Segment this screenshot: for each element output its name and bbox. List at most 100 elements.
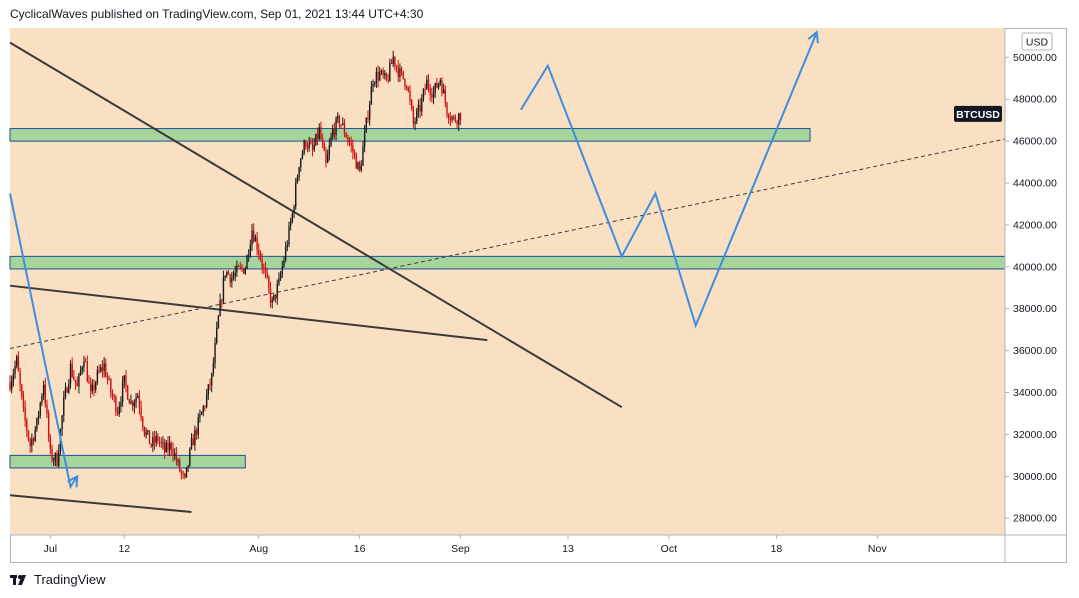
candle-body-120 bbox=[210, 373, 213, 386]
candle-body-133 bbox=[232, 275, 235, 278]
candle-body-64 bbox=[116, 412, 119, 414]
candle-body-80 bbox=[143, 426, 146, 436]
candle-body-35 bbox=[68, 383, 70, 393]
publish-header: CyclicalWaves published on TradingView.c… bbox=[10, 7, 423, 21]
candle-body-160 bbox=[278, 278, 280, 285]
time-axis[interactable]: Jul 12 Aug 16 Sep 13 Oct 18 Nov bbox=[44, 535, 888, 555]
projection-arrowhead-2 bbox=[807, 30, 819, 44]
currency-badge[interactable]: USD bbox=[1021, 32, 1053, 51]
candle-body-93 bbox=[165, 442, 168, 453]
candle-body-110 bbox=[194, 429, 196, 446]
candle-body-173 bbox=[300, 158, 302, 168]
candle-body-242 bbox=[416, 110, 418, 122]
plot-background bbox=[10, 28, 1005, 535]
candle-body-268 bbox=[459, 113, 462, 120]
candle-body-11 bbox=[27, 431, 30, 440]
candle-body-81 bbox=[145, 431, 147, 436]
candle-body-77 bbox=[138, 396, 141, 408]
candle-body-141 bbox=[246, 255, 248, 269]
candle-body-38 bbox=[73, 376, 75, 380]
footer-branding[interactable]: TradingView bbox=[10, 572, 106, 587]
candle-body-67 bbox=[121, 382, 124, 402]
time-tick-label-5: 13 bbox=[562, 543, 574, 555]
candle-body-157 bbox=[273, 294, 275, 300]
candle-body-131 bbox=[229, 274, 231, 283]
candle-body-188 bbox=[325, 150, 327, 163]
candle-body-101 bbox=[179, 460, 181, 472]
time-tick-label-1: 12 bbox=[118, 543, 130, 555]
price-tick-label-5: 38000.00 bbox=[1013, 303, 1057, 315]
candle-body-206 bbox=[355, 154, 357, 169]
candle-body-106 bbox=[187, 465, 189, 468]
candle-body-180 bbox=[311, 143, 314, 150]
candle-body-102 bbox=[180, 471, 183, 473]
price-axis[interactable]: 28000.00 30000.00 32000.00 34000.00 36000.00… bbox=[1005, 52, 1057, 525]
price-tick-label-7: 42000.00 bbox=[1013, 219, 1057, 231]
candle-body-223 bbox=[384, 73, 386, 76]
candle-body-245 bbox=[421, 98, 423, 112]
candle-body-229 bbox=[394, 56, 396, 66]
candle-body-28 bbox=[56, 452, 58, 466]
candle-body-4 bbox=[16, 356, 18, 366]
trendline-3 bbox=[9, 494, 192, 513]
candle-body-8 bbox=[22, 395, 25, 408]
candle-body-165 bbox=[286, 244, 289, 248]
candle-body-94 bbox=[167, 442, 169, 451]
candle-body-43 bbox=[81, 367, 83, 371]
candle-body-85 bbox=[152, 437, 154, 447]
candle-body-255 bbox=[437, 83, 440, 88]
candle-body-61 bbox=[111, 393, 114, 397]
time-tick-label-0: Jul bbox=[44, 543, 57, 555]
candle-body-2 bbox=[12, 374, 15, 382]
trendline-1 bbox=[9, 41, 623, 409]
candle-body-189 bbox=[326, 154, 329, 163]
time-tick-label-2: Aug bbox=[249, 543, 268, 555]
candle-body-253 bbox=[434, 83, 436, 93]
candle-body-0 bbox=[9, 382, 11, 390]
candle-body-210 bbox=[362, 146, 364, 166]
candle-body-155 bbox=[269, 287, 272, 303]
candle-body-14 bbox=[32, 438, 35, 441]
candle-body-123 bbox=[216, 327, 218, 344]
candle-body-130 bbox=[227, 271, 230, 275]
candle-body-196 bbox=[338, 116, 341, 125]
candle-body-230 bbox=[395, 65, 398, 67]
candle-body-9 bbox=[24, 407, 26, 421]
candle-body-52 bbox=[96, 370, 99, 383]
candle-body-55 bbox=[101, 367, 104, 371]
candle-body-65 bbox=[118, 406, 120, 414]
candle-body-34 bbox=[66, 388, 68, 393]
dashed-trendline-4 bbox=[9, 138, 1006, 350]
candle-body-251 bbox=[431, 94, 433, 98]
candle-body-5 bbox=[17, 356, 20, 372]
candle-body-194 bbox=[335, 118, 337, 136]
candle-body-17 bbox=[37, 415, 40, 418]
candle-body-48 bbox=[89, 383, 92, 392]
candle-body-149 bbox=[259, 253, 262, 260]
candle-body-176 bbox=[305, 141, 307, 147]
candle-body-231 bbox=[397, 66, 399, 77]
candle-body-115 bbox=[202, 406, 204, 413]
candle-body-227 bbox=[390, 62, 393, 64]
candle-body-249 bbox=[427, 79, 430, 89]
candle-body-29 bbox=[58, 451, 60, 466]
time-tick-label-4: Sep bbox=[451, 543, 470, 555]
candle-body-209 bbox=[360, 165, 362, 171]
candle-body-83 bbox=[148, 430, 151, 444]
candle-body-225 bbox=[387, 80, 389, 82]
candle-body-140 bbox=[244, 268, 247, 274]
candle-body-153 bbox=[266, 272, 268, 278]
candle-body-32 bbox=[63, 397, 65, 416]
candle-body-112 bbox=[197, 417, 199, 435]
candle-body-256 bbox=[439, 80, 441, 84]
candle-body-163 bbox=[283, 260, 285, 267]
candle-body-19 bbox=[41, 395, 43, 403]
candle-body-263 bbox=[451, 116, 453, 120]
candle-body-179 bbox=[310, 142, 312, 144]
candle-body-47 bbox=[88, 381, 90, 384]
candle-body-97 bbox=[172, 449, 174, 456]
candle-body-169 bbox=[293, 206, 295, 214]
candle-body-126 bbox=[221, 300, 223, 302]
candle-body-88 bbox=[157, 435, 159, 441]
